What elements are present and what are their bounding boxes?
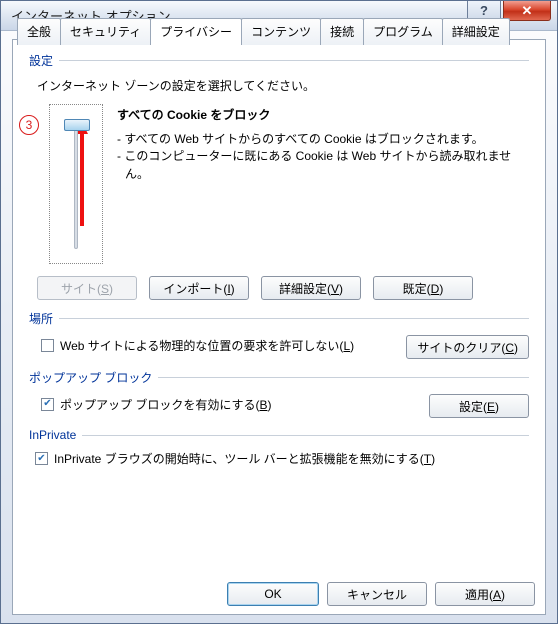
slider-thumb[interactable] xyxy=(64,119,90,131)
checkbox-icon: ✔ xyxy=(41,398,54,411)
slider-detail-1: - すべての Web サイトからのすべての Cookie はブロックされます。 xyxy=(125,131,529,148)
inprivate-checkbox-label: InPrivate ブラウズの開始時に、ツール バーと拡張機能を無効にする(T) xyxy=(54,450,435,467)
import-button[interactable]: インポート(I) xyxy=(149,276,249,300)
inprivate-group: InPrivate ✔ InPrivate ブラウズの開始時に、ツール バーと拡… xyxy=(29,428,529,467)
internet-options-window: インターネット オプション ? ✕ 2 全般セキュリティプライバシーコンテンツ接… xyxy=(0,0,558,624)
settings-button-row: サイト(S) インポート(I) 詳細設定(V) 既定(D) xyxy=(37,276,529,300)
divider xyxy=(82,435,529,436)
location-checkbox[interactable]: Web サイトによる物理的な位置の要求を許可しない(L) xyxy=(41,337,354,354)
dialog-button-bar: OK キャンセル 適用(A) xyxy=(227,582,535,606)
popup-group-title: ポップアップ ブロック xyxy=(29,369,152,386)
clear-sites-button[interactable]: サイトのクリア(C) xyxy=(406,335,529,359)
privacy-slider[interactable] xyxy=(49,104,103,264)
slider-info: すべての Cookie をブロック - すべての Web サイトからのすべての … xyxy=(117,104,529,264)
slider-level-heading: すべての Cookie をブロック xyxy=(117,106,529,123)
inprivate-checkbox[interactable]: ✔ InPrivate ブラウズの開始時に、ツール バーと拡張機能を無効にする(… xyxy=(35,450,529,467)
settings-description: インターネット ゾーンの設定を選択してください。 xyxy=(37,77,529,94)
checkbox-icon: ✔ xyxy=(35,452,48,465)
ok-button[interactable]: OK xyxy=(227,582,319,606)
settings-group-title: 設定 xyxy=(29,52,53,69)
settings-group: 設定 インターネット ゾーンの設定を選択してください。 すべての Cookie … xyxy=(29,52,529,300)
divider xyxy=(59,60,529,61)
cancel-button[interactable]: キャンセル xyxy=(327,582,427,606)
divider xyxy=(158,377,529,378)
popup-checkbox[interactable]: ✔ ポップアップ ブロックを有効にする(B) xyxy=(41,396,271,413)
sites-button: サイト(S) xyxy=(37,276,137,300)
advanced-button[interactable]: 詳細設定(V) xyxy=(261,276,361,300)
dialog-content: 全般セキュリティプライバシーコンテンツ接続プログラム詳細設定 3 設定 インター… xyxy=(12,39,546,615)
checkbox-icon xyxy=(41,339,54,352)
tab-プライバシー[interactable]: プライバシー xyxy=(150,18,242,45)
slider-detail-2: - このコンピューターに既にある Cookie は Web サイトから読み取れま… xyxy=(125,148,529,183)
popup-settings-button[interactable]: 設定(E) xyxy=(429,394,529,418)
divider xyxy=(59,318,529,319)
apply-button[interactable]: 適用(A) xyxy=(435,582,535,606)
close-button[interactable]: ✕ xyxy=(503,1,551,21)
location-checkbox-label: Web サイトによる物理的な位置の要求を許可しない(L) xyxy=(60,337,354,354)
inprivate-group-title: InPrivate xyxy=(29,428,76,442)
location-group: 場所 Web サイトによる物理的な位置の要求を許可しない(L) サイトのクリア(… xyxy=(29,310,529,359)
location-group-title: 場所 xyxy=(29,310,53,327)
popup-checkbox-label: ポップアップ ブロックを有効にする(B) xyxy=(60,396,271,413)
popup-group: ポップアップ ブロック ✔ ポップアップ ブロックを有効にする(B) 設定(E) xyxy=(29,369,529,418)
default-button[interactable]: 既定(D) xyxy=(373,276,473,300)
tab-panel-privacy: 3 設定 インターネット ゾーンの設定を選択してください。 すべての xyxy=(13,40,545,614)
slider-track xyxy=(74,119,78,249)
